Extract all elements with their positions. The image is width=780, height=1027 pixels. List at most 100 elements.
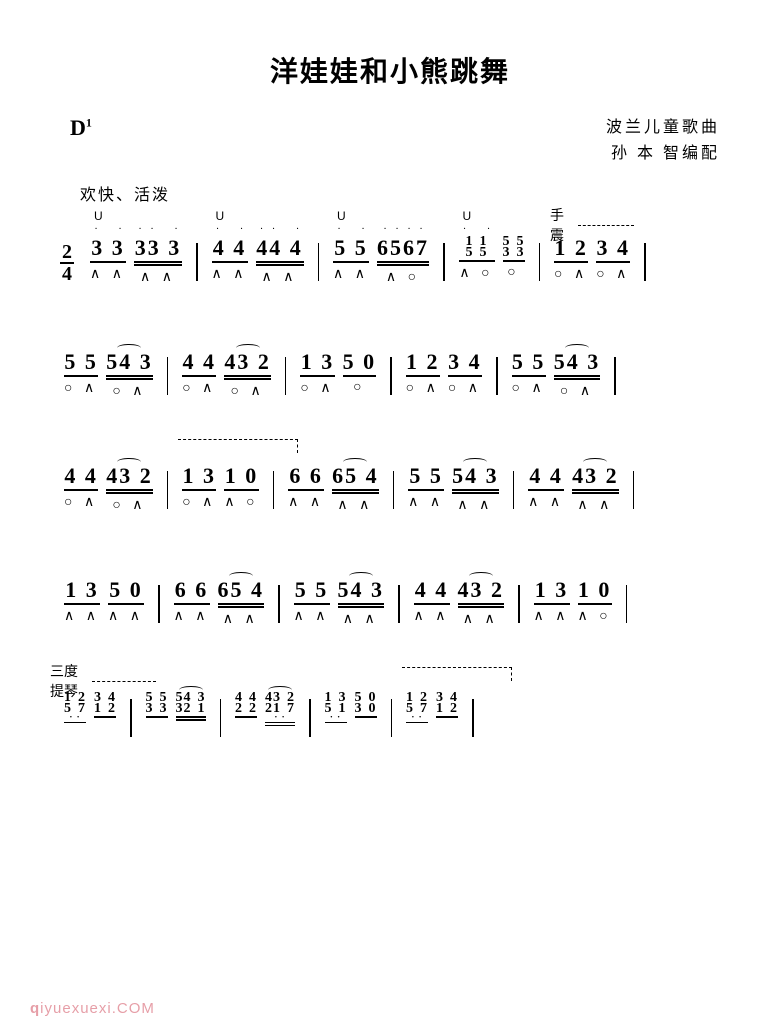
technique-symbols: ∧ ∧	[174, 608, 210, 625]
measure: 5 5○ ∧54 3○ ∧	[60, 339, 157, 403]
technique-symbols: ∧ ∧	[337, 497, 373, 514]
technique-symbols: ○ ∧	[560, 383, 594, 400]
beat: 1531· ·	[325, 681, 347, 730]
technique-symbols: ∧ ∧	[288, 494, 324, 511]
notes: 5 5	[409, 465, 443, 487]
notes: 5 5	[334, 237, 368, 259]
measure: 5 5 ∧ ∧54 3 ∧ ∧	[404, 453, 503, 517]
notes: 43 2	[458, 579, 505, 601]
beat: 3 4○ ∧	[448, 339, 482, 400]
beat: 65 4 ∧ ∧	[332, 453, 379, 517]
measure: 5 5○ ∧ 54 3 ○ ∧	[508, 339, 605, 403]
measure: U··5 5∧ ∧····6567∧ ○	[329, 225, 433, 289]
technique-symbols: ○ ∧	[182, 494, 216, 511]
technique-symbols: ∧ ∧	[333, 266, 369, 283]
beat: ···33 3∧ ∧	[134, 225, 182, 289]
technique-symbols: ∧ ○	[386, 269, 420, 286]
bow-mark: U	[216, 209, 225, 223]
score-body: 24U··3 3∧ ∧···33 3∧ ∧U··4 4∧ ∧···44 4∧ ∧…	[50, 225, 730, 737]
notes: 1527· ·	[406, 693, 428, 720]
beat: 65 4∧ ∧	[218, 567, 265, 631]
technique-symbols: ∧ ∧	[577, 497, 613, 514]
barline	[390, 357, 392, 395]
beat: 4 4○ ∧	[64, 453, 98, 514]
technique-symbols: ○ ∧	[512, 380, 546, 397]
technique-symbols: ∧ ∧	[457, 497, 493, 514]
notes: 5300	[355, 693, 377, 714]
notes: 33 3	[135, 237, 182, 259]
technique-symbols: ○ ∧	[231, 383, 265, 400]
beat: 1 2○ ∧	[406, 339, 440, 400]
measure: 1 2○ ∧3 4○ ∧	[402, 339, 486, 400]
notes: 3 4	[597, 237, 631, 259]
beat: 3142	[436, 681, 458, 724]
beat: ··4 4∧ ∧	[212, 225, 248, 286]
notes: 44 4	[256, 237, 303, 259]
barline	[167, 357, 169, 395]
bow-mark: U	[337, 209, 346, 223]
notes: 1 0	[225, 465, 259, 487]
notes: 65 4	[332, 465, 379, 487]
barline	[220, 699, 222, 737]
technique-symbols: ∧ ∧	[140, 269, 176, 286]
repeat-bracket	[402, 667, 512, 681]
measure: 5 5∧ ∧54 3∧ ∧	[290, 567, 389, 631]
technique-symbols: ∧ ∧	[212, 266, 248, 283]
beat: 54 3 ○ ∧	[554, 339, 601, 403]
beat: 1 3○ ∧	[182, 453, 216, 514]
measure: 三度提琴1527· ·3142	[60, 681, 120, 730]
song-title: 洋娃娃和小熊跳舞	[50, 50, 730, 90]
beat: 5 5○ ∧	[512, 339, 546, 400]
measure: 1527· · 3142	[402, 681, 462, 730]
notes: 4 4	[64, 465, 98, 487]
notes: 543231	[176, 693, 206, 714]
measure: U··1515∧ ○5353 ○	[455, 225, 529, 285]
credit-origin: 波兰儿童歌曲	[606, 115, 720, 141]
barline	[539, 243, 541, 281]
notes: 1 0	[578, 579, 612, 601]
beat: ···44 4∧ ∧	[256, 225, 304, 289]
beat: 1527· ·	[406, 681, 428, 730]
barline	[309, 699, 311, 737]
barline	[278, 585, 280, 623]
score-line: 三度提琴1527· ·314253535432314242432127· ·15…	[60, 681, 720, 737]
beat: ··1515∧ ○	[459, 225, 495, 285]
barline	[285, 357, 287, 395]
barline	[398, 585, 400, 623]
barline	[130, 699, 132, 737]
technique-symbols: ∧ ∧	[108, 608, 144, 625]
score-line: 1 3∧ ∧5 0∧ ∧6 6∧ ∧65 4∧ ∧5 5∧ ∧54 3∧ ∧4 …	[60, 567, 720, 631]
barline	[614, 357, 616, 395]
score-line: 24U··3 3∧ ∧···33 3∧ ∧U··4 4∧ ∧···44 4∧ ∧…	[60, 225, 720, 289]
technique-symbols: ∧ ○	[459, 265, 493, 282]
notes: 6 6	[175, 579, 209, 601]
measure: 4 4∧ ∧43 2∧ ∧	[410, 567, 509, 631]
technique-symbols: ∧ ∧	[262, 269, 298, 286]
beat: 54 3 ∧ ∧	[452, 453, 499, 517]
beat: 5353 ○	[503, 225, 525, 284]
beat: ····6567∧ ○	[377, 225, 429, 289]
notes: 432127· ·	[265, 693, 295, 720]
notes: 54 3	[554, 351, 601, 373]
beat: 6 6∧ ∧	[288, 453, 324, 514]
measure: 6 6 ∧ ∧ 65 4∧ ∧	[170, 567, 269, 631]
notes: 3 3	[91, 237, 125, 259]
time-signature: 24	[60, 243, 74, 283]
notes: 65 4	[218, 579, 265, 601]
beat: 4 4∧ ∧	[528, 453, 564, 514]
barline	[496, 357, 498, 395]
beat: 5 5○ ∧	[64, 339, 98, 400]
beat: 5 0∧ ∧	[108, 567, 144, 628]
notes: 5 5	[64, 351, 98, 373]
notes: 54 3	[452, 465, 499, 487]
beat: 43 2∧ ∧	[458, 567, 505, 631]
technique-symbols: ○ ∧	[182, 380, 216, 397]
beat: 5 5∧ ∧	[294, 567, 330, 628]
credits: 波兰儿童歌曲 孙 本 智编配	[606, 115, 720, 166]
key-signature: D1	[70, 115, 92, 141]
notes: 4242	[235, 693, 257, 714]
notes: 6567	[377, 237, 429, 259]
measure: 1 3∧ ∧1 0∧ ○	[530, 567, 616, 628]
beat: 4 4∧ ∧	[414, 567, 450, 628]
measure: 4 4○ ∧43 2○ ∧	[178, 339, 275, 403]
